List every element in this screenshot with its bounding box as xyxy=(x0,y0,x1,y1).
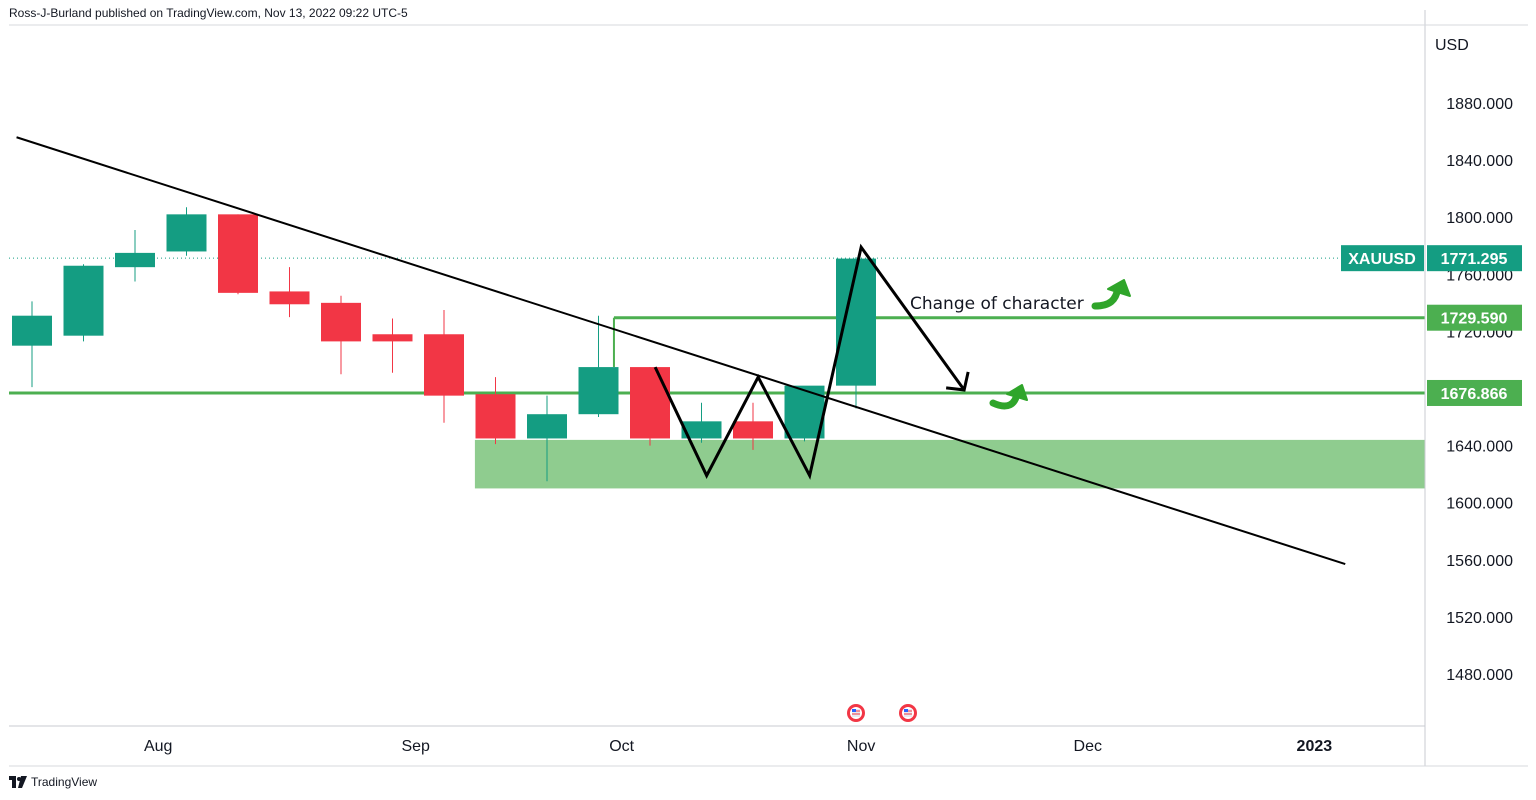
y-tick-label: 1880.000 xyxy=(1446,96,1513,113)
y-tick-label: 1480.000 xyxy=(1446,667,1513,684)
candle-body xyxy=(733,421,773,439)
candle[interactable] xyxy=(115,230,155,282)
candle-body xyxy=(166,214,207,252)
x-tick-label: Sep xyxy=(401,738,430,755)
candle[interactable] xyxy=(424,309,464,423)
us-event-flag-icon[interactable] xyxy=(847,704,865,722)
candle[interactable] xyxy=(12,301,52,388)
footer-brand[interactable]: TradingView xyxy=(9,775,97,789)
candle[interactable] xyxy=(63,264,104,342)
us-event-flag-icon[interactable] xyxy=(899,704,917,722)
candle[interactable] xyxy=(733,402,773,450)
price-tag-value: 1771.295 xyxy=(1441,251,1508,268)
y-tick-label: 1600.000 xyxy=(1446,496,1513,513)
x-tick-label: 2023 xyxy=(1297,738,1333,755)
x-axis-ticks: Aug Sep Oct Nov Dec 2023 xyxy=(144,738,1332,755)
double-bottom-pattern-path[interactable] xyxy=(653,243,966,480)
candle-body xyxy=(269,291,310,305)
price-tag-bg xyxy=(1427,379,1522,406)
candle[interactable] xyxy=(372,318,413,373)
candle-body xyxy=(578,367,619,415)
y-tick-label: 1800.000 xyxy=(1446,210,1513,227)
footer-brand-label: TradingView xyxy=(31,775,98,789)
y-tick-label: 1760.000 xyxy=(1446,267,1513,284)
price-tags: XAUUSD 1771.295 1729.590 1676.866 xyxy=(1341,245,1522,406)
candle-body xyxy=(63,265,104,336)
candle[interactable] xyxy=(166,207,207,256)
candles-group xyxy=(12,207,876,482)
candle-body xyxy=(681,421,722,439)
candle[interactable] xyxy=(218,214,258,295)
symbol-tag-label: XAUUSD xyxy=(1348,251,1416,268)
y-tick-label: 1560.000 xyxy=(1446,553,1513,570)
change-of-character-label[interactable]: Change of character xyxy=(910,294,1084,314)
x-tick-label: Nov xyxy=(847,738,875,755)
price-tag: XAUUSD 1771.295 xyxy=(1341,245,1522,272)
price-tag-bg xyxy=(1427,245,1522,272)
publisher-caption: Ross-J-Burland published on TradingView.… xyxy=(9,6,408,20)
y-tick-label: 1840.000 xyxy=(1446,153,1513,170)
x-tick-label: Aug xyxy=(144,738,172,755)
candle[interactable] xyxy=(630,367,670,446)
candle-body xyxy=(630,367,670,439)
price-tag-bg xyxy=(1427,304,1522,331)
candle[interactable] xyxy=(475,377,516,445)
x-tick-label: Oct xyxy=(609,738,634,755)
symbol-tag-bg xyxy=(1341,245,1424,272)
support-zone xyxy=(474,439,1425,489)
candle-body xyxy=(836,258,876,386)
price-tag-value: 1676.866 xyxy=(1441,386,1508,403)
candle[interactable] xyxy=(578,315,619,418)
candle[interactable] xyxy=(527,395,567,482)
candle[interactable] xyxy=(321,295,361,375)
candle-body xyxy=(218,214,258,293)
candle-body xyxy=(12,315,52,346)
candle[interactable] xyxy=(681,402,722,443)
y-axis-ticks: 1880.0001840.0001800.0001760.0001720.000… xyxy=(1446,96,1513,684)
green-up-arrow-icon xyxy=(1091,279,1131,310)
price-tag-value: 1729.590 xyxy=(1441,311,1508,328)
candle-body xyxy=(527,414,567,439)
y-tick-label: 1520.000 xyxy=(1446,610,1513,627)
descending-trendline[interactable] xyxy=(16,136,1346,566)
price-tag: 1676.866 xyxy=(1427,379,1522,406)
currency-label: USD xyxy=(1435,37,1469,54)
candle-body xyxy=(372,334,413,342)
candle-body xyxy=(115,252,155,268)
candle[interactable] xyxy=(269,267,310,318)
candle-body xyxy=(475,394,516,439)
price-tag: 1729.590 xyxy=(1427,304,1522,331)
candle-body xyxy=(424,334,464,396)
pattern-arrowhead xyxy=(945,371,970,392)
x-tick-label: Dec xyxy=(1074,738,1102,755)
tradingview-logo-icon xyxy=(9,776,27,788)
green-up-arrow-icon xyxy=(989,384,1028,410)
candle-body xyxy=(321,302,361,342)
candle[interactable] xyxy=(836,257,876,409)
y-tick-label: 1640.000 xyxy=(1446,439,1513,456)
